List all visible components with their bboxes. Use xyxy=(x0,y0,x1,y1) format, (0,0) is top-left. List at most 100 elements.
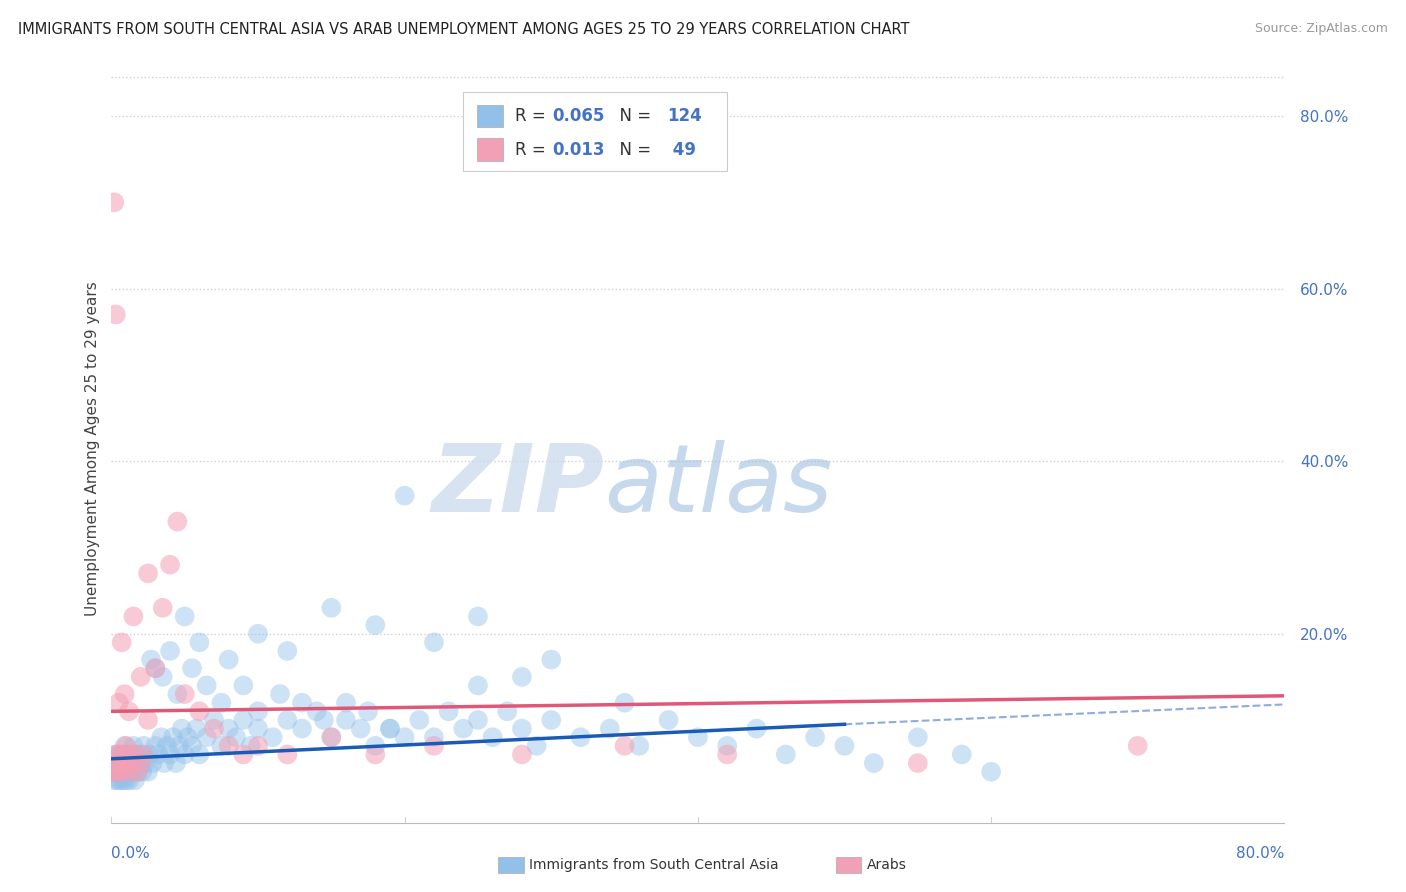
Point xyxy=(108,756,131,770)
Point xyxy=(117,756,139,770)
Point xyxy=(153,756,176,770)
Point xyxy=(262,730,284,744)
Point xyxy=(127,764,149,779)
Point xyxy=(117,756,139,770)
Text: 80.0%: 80.0% xyxy=(1236,846,1284,861)
Point xyxy=(165,756,187,770)
Point xyxy=(312,713,335,727)
Point xyxy=(181,661,204,675)
Point xyxy=(510,670,533,684)
Point xyxy=(613,696,636,710)
Text: R =: R = xyxy=(515,107,551,125)
Point xyxy=(305,704,328,718)
Text: N =: N = xyxy=(609,141,657,159)
Point xyxy=(269,687,291,701)
Point xyxy=(423,739,446,753)
Point xyxy=(569,730,592,744)
Point xyxy=(745,722,768,736)
Point xyxy=(181,739,204,753)
Point xyxy=(218,652,240,666)
Point xyxy=(467,678,489,692)
Point xyxy=(232,747,254,762)
Point xyxy=(114,764,136,779)
Point xyxy=(145,661,167,675)
Point xyxy=(104,764,127,779)
Point xyxy=(101,764,124,779)
Point xyxy=(907,756,929,770)
Point xyxy=(232,678,254,692)
Point xyxy=(107,764,129,779)
Point xyxy=(141,756,163,770)
Point xyxy=(122,756,145,770)
Point xyxy=(291,696,314,710)
Text: 124: 124 xyxy=(668,107,702,125)
Point xyxy=(950,747,973,762)
Point xyxy=(105,773,128,788)
Bar xyxy=(464,92,727,170)
Point xyxy=(218,739,240,753)
Point xyxy=(173,687,195,701)
Text: N =: N = xyxy=(609,107,657,125)
Point xyxy=(173,747,195,762)
Text: IMMIGRANTS FROM SOUTH CENTRAL ASIA VS ARAB UNEMPLOYMENT AMONG AGES 25 TO 29 YEAR: IMMIGRANTS FROM SOUTH CENTRAL ASIA VS AR… xyxy=(18,22,910,37)
Point xyxy=(136,764,159,779)
Point xyxy=(394,730,416,744)
Point xyxy=(239,739,262,753)
Point xyxy=(510,747,533,762)
Point xyxy=(104,747,127,762)
Point xyxy=(628,739,651,753)
Point xyxy=(195,678,218,692)
Point xyxy=(481,730,503,744)
Point xyxy=(599,722,621,736)
Point xyxy=(103,773,125,788)
Point xyxy=(107,747,129,762)
Point xyxy=(104,747,127,762)
Point xyxy=(105,756,128,770)
Point xyxy=(437,704,460,718)
Point xyxy=(496,704,519,718)
Point xyxy=(980,764,1002,779)
Text: 0.0%: 0.0% xyxy=(111,846,150,861)
Point xyxy=(124,747,146,762)
Point xyxy=(540,713,562,727)
Point xyxy=(364,618,387,632)
Point xyxy=(834,739,856,753)
Point xyxy=(129,756,152,770)
Point xyxy=(129,747,152,762)
Point xyxy=(166,515,188,529)
Point xyxy=(907,730,929,744)
Point xyxy=(156,739,179,753)
Point xyxy=(276,747,298,762)
Point xyxy=(378,722,401,736)
Point xyxy=(118,747,141,762)
Point xyxy=(138,747,160,762)
Y-axis label: Unemployment Among Ages 25 to 29 years: Unemployment Among Ages 25 to 29 years xyxy=(86,281,100,615)
Point xyxy=(159,558,181,572)
Point xyxy=(364,747,387,762)
Point xyxy=(378,722,401,736)
Point xyxy=(159,747,181,762)
Point xyxy=(117,764,139,779)
Point xyxy=(148,747,170,762)
Point xyxy=(114,756,136,770)
Point xyxy=(107,764,129,779)
Point xyxy=(394,489,416,503)
Point xyxy=(202,722,225,736)
Text: Arabs: Arabs xyxy=(866,858,907,872)
Point xyxy=(453,722,475,736)
Text: Source: ZipAtlas.com: Source: ZipAtlas.com xyxy=(1254,22,1388,36)
Point xyxy=(103,756,125,770)
Point xyxy=(364,739,387,753)
Point xyxy=(128,756,150,770)
Point xyxy=(321,730,343,744)
Point xyxy=(111,764,134,779)
Point xyxy=(510,722,533,736)
Point xyxy=(423,635,446,649)
Point xyxy=(526,739,548,753)
Point xyxy=(540,652,562,666)
Point xyxy=(321,600,343,615)
Point xyxy=(136,566,159,581)
Point xyxy=(350,722,373,736)
Point xyxy=(613,739,636,753)
Point xyxy=(125,747,148,762)
